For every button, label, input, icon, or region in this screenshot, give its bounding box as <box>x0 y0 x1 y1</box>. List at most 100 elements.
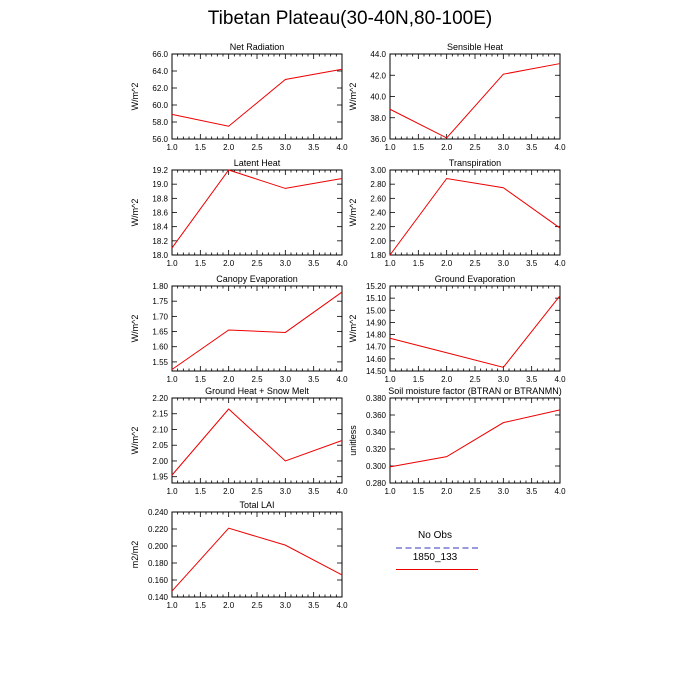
y-tick-label: 15.20 <box>366 282 387 291</box>
x-tick-label: 3.5 <box>526 143 538 152</box>
x-tick-label: 2.0 <box>223 259 235 268</box>
x-tick-label: 1.5 <box>195 375 207 384</box>
x-tick-label: 3.5 <box>526 375 538 384</box>
x-tick-label: 1.0 <box>384 143 396 152</box>
y-tick-label: 1.65 <box>152 328 168 337</box>
plot-frame <box>389 53 561 140</box>
series-line-latent-heat <box>171 169 343 249</box>
y-axis-label: unitless <box>348 425 358 456</box>
y-axis-label: W/m^2 <box>348 315 358 343</box>
y-tick-label: 0.160 <box>148 576 169 585</box>
x-tick-label: 3.5 <box>308 487 320 496</box>
x-tick-label: 4.0 <box>554 143 566 152</box>
legend-label-1850-133: 1850_133 <box>412 552 458 563</box>
y-tick-label: 66.0 <box>152 50 168 59</box>
series-line-total-lai <box>171 527 343 592</box>
panel-title: Total LAI <box>239 500 274 510</box>
x-tick-label: 3.0 <box>498 143 510 152</box>
x-tick-label: 2.5 <box>251 143 263 152</box>
y-tick-label: 1.80 <box>370 251 386 260</box>
x-tick-label: 4.0 <box>554 375 566 384</box>
y-tick-label: 18.4 <box>152 223 168 232</box>
y-tick-label: 64.0 <box>152 67 168 76</box>
legend-swatch-no-obs <box>396 547 478 549</box>
x-tick-label: 4.0 <box>554 259 566 268</box>
y-tick-label: 60.0 <box>152 101 168 110</box>
y-tick-label: 14.90 <box>366 318 387 327</box>
x-tick-label: 3.0 <box>280 259 292 268</box>
plot-frame <box>171 397 343 484</box>
x-tick-label: 2.5 <box>251 259 263 268</box>
y-tick-label: 15.10 <box>366 294 387 303</box>
x-tick-label: 1.0 <box>166 143 178 152</box>
plot-frame <box>171 285 343 372</box>
y-axis-label: W/m^2 <box>130 315 140 343</box>
y-tick-label: 2.20 <box>152 394 168 403</box>
x-tick-label: 2.5 <box>469 375 481 384</box>
x-tick-label: 2.5 <box>251 487 263 496</box>
y-tick-label: 18.8 <box>152 194 168 203</box>
y-tick-label: 42.0 <box>370 71 386 80</box>
panel-latent-heat: Latent Heat W/m^2 1.0 1.5 2.0 2.5 3.0 3.5 4.0 18.… <box>130 158 348 268</box>
y-tick-label: 18.6 <box>152 209 168 218</box>
y-tick-label: 1.95 <box>152 473 168 482</box>
x-tick-label: 1.0 <box>384 487 396 496</box>
y-tick-label: 0.180 <box>148 559 169 568</box>
x-tick-label: 1.5 <box>195 487 207 496</box>
x-tick-label: 2.5 <box>469 143 481 152</box>
x-tick-label: 1.5 <box>413 259 425 268</box>
y-tick-label: 2.40 <box>370 209 386 218</box>
legend-swatch-1850-133 <box>396 569 478 570</box>
y-tick-label: 58.0 <box>152 118 168 127</box>
y-tick-label: 14.70 <box>366 343 387 352</box>
x-tick-label: 1.5 <box>195 601 207 610</box>
y-axis-label: W/m^2 <box>348 199 358 227</box>
x-tick-label: 4.0 <box>336 487 348 496</box>
y-tick-label: 19.0 <box>152 180 168 189</box>
y-tick-label: 19.2 <box>152 166 168 175</box>
panel-title: Canopy Evaporation <box>216 274 298 284</box>
legend-entry-1850-133: 1850_133 <box>380 552 490 574</box>
panel-transpiration: Transpiration W/m^2 1.0 1.5 2.0 2.5 3.0 3.5 4.0 1… <box>348 158 566 268</box>
x-tick-label: 1.0 <box>384 375 396 384</box>
series-line-transpiration <box>389 177 561 256</box>
y-tick-label: 2.20 <box>370 223 386 232</box>
y-tick-label: 44.0 <box>370 50 386 59</box>
panel-net-radiation: Net Radiation W/m^2 1.0 1.5 2.0 2.5 3.0 3.5 4.0 5… <box>130 42 348 152</box>
y-tick-label: 0.280 <box>366 479 387 488</box>
series-line-ground-heat-snow-melt <box>171 408 343 476</box>
x-tick-label: 1.0 <box>166 259 178 268</box>
y-axis-label: W/m^2 <box>130 427 140 455</box>
x-tick-label: 3.5 <box>308 259 320 268</box>
x-tick-label: 3.0 <box>280 487 292 496</box>
x-tick-label: 2.0 <box>223 601 235 610</box>
series-line-canopy-evaporation <box>171 291 343 370</box>
y-tick-label: 1.75 <box>152 297 168 306</box>
y-tick-label: 36.0 <box>370 135 386 144</box>
y-tick-label: 2.60 <box>370 194 386 203</box>
y-tick-label: 14.60 <box>366 355 387 364</box>
x-tick-label: 3.5 <box>526 259 538 268</box>
y-tick-label: 18.0 <box>152 251 168 260</box>
y-tick-label: 14.50 <box>366 367 387 376</box>
y-axis-label: W/m^2 <box>130 83 140 111</box>
series-line-net-radiation <box>171 68 343 127</box>
x-tick-label: 2.0 <box>223 143 235 152</box>
x-tick-label: 2.5 <box>251 601 263 610</box>
y-tick-label: 1.55 <box>152 358 168 367</box>
y-tick-label: 3.00 <box>370 166 386 175</box>
y-tick-label: 0.320 <box>366 445 387 454</box>
x-tick-label: 2.0 <box>441 259 453 268</box>
plot-frame <box>171 53 343 140</box>
y-tick-label: 2.05 <box>152 441 168 450</box>
y-tick-label: 0.220 <box>148 525 169 534</box>
x-tick-label: 3.0 <box>280 143 292 152</box>
x-tick-label: 1.0 <box>166 487 178 496</box>
panel-title: Ground Evaporation <box>435 274 516 284</box>
legend-label-no-obs: No Obs <box>418 530 452 541</box>
y-tick-label: 1.80 <box>152 282 168 291</box>
x-tick-label: 4.0 <box>336 375 348 384</box>
x-tick-label: 3.5 <box>308 601 320 610</box>
panel-title: Transpiration <box>449 158 501 168</box>
